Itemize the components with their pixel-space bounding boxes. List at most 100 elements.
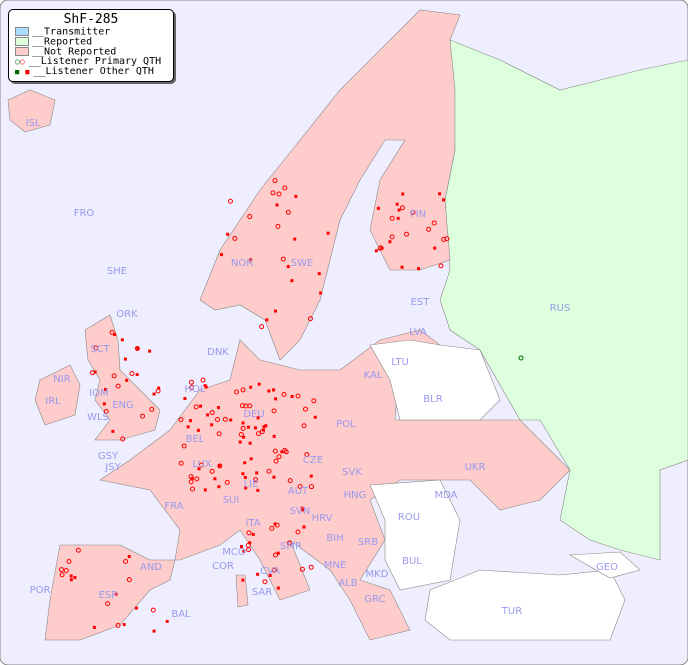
country-label-lie: LIE <box>244 479 259 490</box>
listener-other-marker <box>374 249 378 253</box>
legend-label: __Transmitter <box>32 26 111 38</box>
country-label-fin: FIN <box>410 209 426 220</box>
country-label-ork: ORK <box>116 309 138 320</box>
listener-other-marker <box>438 192 442 196</box>
listener-primary-marker <box>140 413 146 419</box>
listener-primary-marker <box>299 566 305 572</box>
circle-marker-icon: ○ <box>19 57 25 66</box>
country-label-grc: GRC <box>364 594 385 605</box>
region-tur <box>424 569 626 641</box>
listener-other-marker <box>249 258 253 262</box>
listener-other-marker <box>280 450 284 454</box>
listener-primary-marker <box>109 329 115 335</box>
listener-primary-marker <box>273 458 279 464</box>
listener-primary-marker <box>272 178 278 184</box>
listener-other-marker <box>319 291 323 295</box>
listener-other-marker <box>69 574 73 578</box>
country-label-por: POR <box>30 585 51 596</box>
listener-other-marker <box>113 333 117 337</box>
listener-primary-marker <box>149 406 155 412</box>
country-label-hng: HNG <box>344 490 367 501</box>
listener-other-marker <box>190 476 194 480</box>
country-label-kal: KAL <box>364 370 383 381</box>
listener-other-marker <box>196 428 200 432</box>
country-label-mkd: MKD <box>366 569 389 580</box>
listener-primary-reported-marker <box>518 355 524 361</box>
listener-other-marker <box>243 475 247 479</box>
country-label-jsy: JSY <box>104 462 121 473</box>
listener-other-marker <box>256 488 260 492</box>
country-label-she: SHE <box>107 266 127 277</box>
listener-other-marker <box>395 202 399 206</box>
country-label-cze: CZE <box>303 455 323 466</box>
region-gbr <box>84 314 161 441</box>
listener-other-marker <box>293 237 297 241</box>
listener-other-marker <box>265 318 269 322</box>
listener-primary-marker <box>243 403 249 409</box>
listener-other-marker <box>262 425 266 429</box>
listener-primary-marker <box>253 477 259 483</box>
legend-reported: __Reported <box>9 37 173 47</box>
listener-primary-marker <box>269 525 275 531</box>
listener-other-marker <box>248 541 252 545</box>
listener-primary-marker <box>281 392 287 398</box>
country-label-blr: BLR <box>423 394 442 405</box>
listener-other-marker <box>152 629 156 633</box>
country-labels: ISL FRO SHE ORK NOR SWE FIN RUS EST LVA LTU KAL DNK H… <box>26 118 619 620</box>
listener-other-marker <box>241 472 245 476</box>
listener-primary-marker <box>233 389 239 395</box>
listener-primary-marker <box>308 564 314 570</box>
listener-other-marker <box>301 508 305 512</box>
listener-other-marker <box>248 441 252 445</box>
region-unlisted-balkans <box>369 479 461 591</box>
listener-primary-marker <box>302 406 308 412</box>
listener-primary-marker <box>209 410 215 416</box>
listener-other-marker <box>317 272 321 276</box>
listener-primary-marker <box>238 432 244 438</box>
country-label-tur: TUR <box>501 606 522 617</box>
country-label-nir: NIR <box>53 374 70 385</box>
country-label-lux: LUX <box>192 459 211 470</box>
legend-transmitter: __Transmitter <box>9 27 173 37</box>
listener-other-marker <box>396 216 400 220</box>
listener-other-marker <box>274 397 278 401</box>
listener-markers <box>58 178 524 633</box>
country-label-geo: GEO <box>596 562 618 573</box>
listener-primary-marker <box>188 379 194 385</box>
listener-other-marker <box>380 246 384 250</box>
listener-other-marker <box>255 471 259 475</box>
listener-primary-marker <box>126 577 132 583</box>
listener-primary-marker <box>194 476 200 482</box>
listener-primary-marker <box>389 234 395 240</box>
listener-other-marker <box>188 419 192 423</box>
listener-other-marker <box>220 253 224 257</box>
listener-other-marker <box>273 309 277 313</box>
country-label-ita: ITA <box>245 518 260 529</box>
country-label-nor: NOR <box>231 258 253 269</box>
listener-primary-marker <box>426 226 432 232</box>
country-label-hrv: HRV <box>312 513 333 524</box>
country-label-and: AND <box>140 562 162 573</box>
listener-other-marker <box>309 474 313 478</box>
listener-other-marker <box>251 532 255 536</box>
listener-primary-marker <box>89 370 95 376</box>
country-label-bel: BEL <box>186 434 205 445</box>
listener-other-marker <box>400 265 404 269</box>
listener-primary-marker <box>297 484 303 490</box>
square-marker-icon: ■ <box>15 68 20 76</box>
country-label-bih: BIH <box>326 533 343 544</box>
listener-other-marker <box>241 578 245 582</box>
country-label-fra: FRA <box>164 501 183 512</box>
listener-primary-marker <box>115 622 121 628</box>
country-label-alb: ALB <box>338 578 357 589</box>
listener-other-marker <box>203 384 207 388</box>
listener-other-marker <box>256 572 260 576</box>
listener-other-marker <box>256 416 260 420</box>
legend-primary-qth: ○○ __Listener Primary QTH <box>9 57 173 67</box>
listener-primary-marker <box>272 448 278 454</box>
listener-primary-marker <box>200 377 206 383</box>
listener-other-marker <box>93 370 97 374</box>
listener-other-marker <box>122 623 126 627</box>
listener-other-marker <box>286 265 290 269</box>
listener-primary-marker <box>190 486 196 492</box>
